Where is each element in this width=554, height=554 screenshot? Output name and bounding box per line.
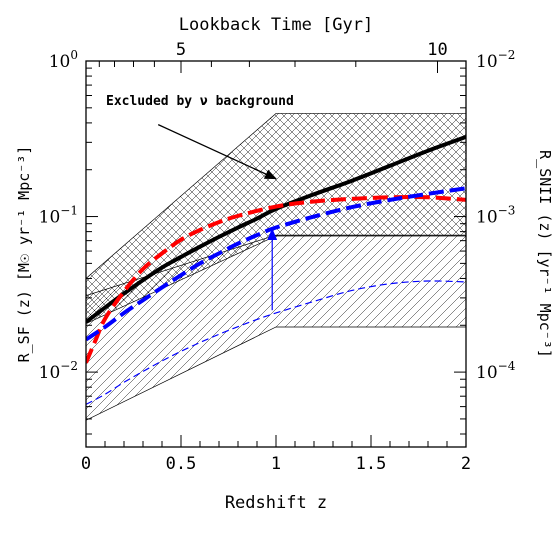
annotation-text: Excluded by ν background: [106, 94, 294, 109]
x-tick-label: 0: [81, 454, 91, 474]
y2-tick-label: 10−3: [476, 204, 515, 228]
data-series: [86, 135, 466, 405]
series-blue-thin-dashed: [86, 280, 466, 405]
top-tick-label: 10: [427, 40, 447, 60]
x-tick-label: 1.5: [356, 454, 387, 474]
axis-ticks: 0 0.5 1 1.5 2 5 10 100 10−1 10−2 10−2 10−3 10−4: [39, 40, 516, 474]
x-tick-label: 1: [271, 454, 281, 474]
x-tick-label: 2: [461, 454, 471, 474]
annotations: Excluded by ν background: [106, 94, 294, 311]
y-tick-label: 100: [49, 48, 78, 72]
y2-tick-label: 10−4: [476, 359, 516, 383]
right-axis-label: R_SNII (z) [yr⁻¹ Mpc⁻³]: [536, 150, 554, 358]
y-axis-label: R_SF (z) [M☉ yr⁻¹ Mpc⁻³]: [15, 146, 33, 363]
series-black-solid: [86, 135, 466, 324]
series-red-dashed: [86, 195, 466, 364]
y2-tick-label: 10−2: [476, 48, 515, 72]
top-axis-label: Lookback Time [Gyr]: [179, 15, 373, 35]
y-tick-label: 10−2: [39, 359, 78, 383]
series-blue-thick-dashed: [86, 186, 466, 342]
y-tick-label: 10−1: [39, 204, 78, 228]
x-tick-label: 0.5: [166, 454, 197, 474]
x-axis-label: Redshift z: [225, 493, 327, 513]
top-tick-label: 5: [176, 40, 186, 60]
annotation-arrow: [157, 124, 277, 180]
